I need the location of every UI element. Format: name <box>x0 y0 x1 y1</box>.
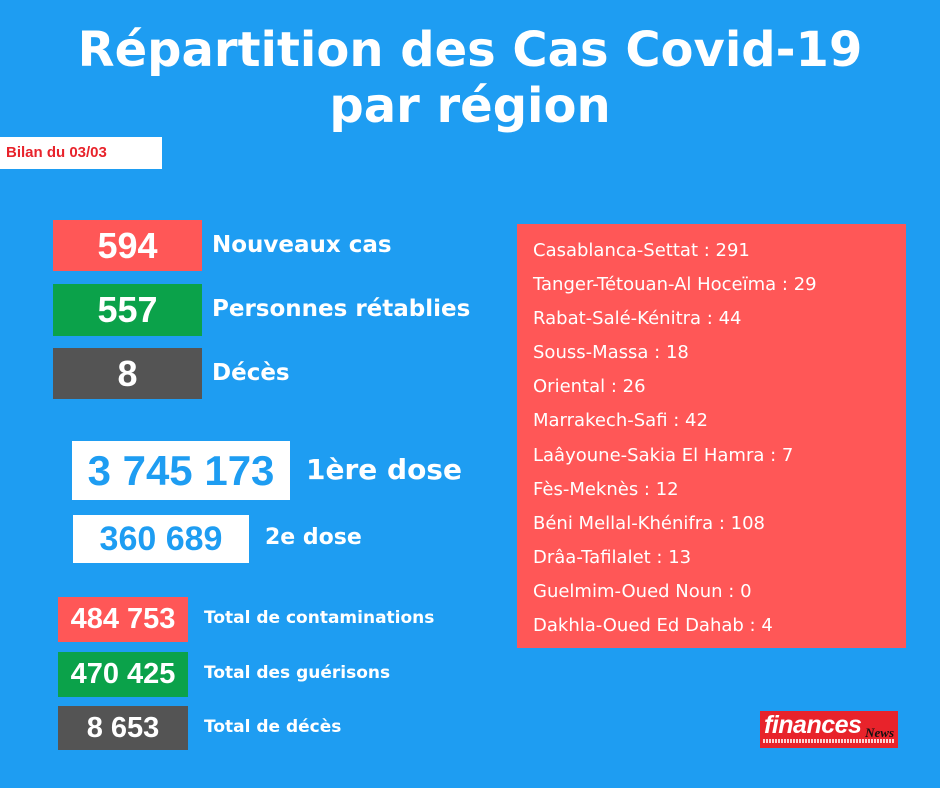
total-contaminations-value: 484 753 <box>58 597 188 642</box>
total-contaminations-label: Total de contaminations <box>204 608 435 628</box>
logo-main-text: finances <box>764 711 862 739</box>
title-line-2: par région <box>329 78 611 134</box>
logo-tagline-line <box>763 739 895 743</box>
recovered-label: Personnes rétablies <box>212 296 471 322</box>
deaths-label: Décès <box>212 360 290 386</box>
new-cases-value: 594 <box>53 220 202 271</box>
total-recoveries-label: Total des guérisons <box>204 663 391 683</box>
recovered-value: 557 <box>53 284 202 336</box>
region-item: Souss-Massa : 18 <box>533 342 689 364</box>
region-item: Tanger-Tétouan-Al Hoceïma : 29 <box>533 274 817 296</box>
regions-panel: Casablanca-Settat : 291 Tanger-Tétouan-A… <box>517 224 906 648</box>
region-item: Laâyoune-Sakia El Hamra : 7 <box>533 444 794 466</box>
region-item: Drâa-Tafilalet : 13 <box>533 546 692 568</box>
region-item: Guelmim-Oued Noun : 0 <box>533 580 752 602</box>
deaths-value: 8 <box>53 348 202 399</box>
region-item: Marrakech-Safi : 42 <box>533 410 708 432</box>
total-recoveries-value: 470 425 <box>58 652 188 697</box>
title-line-1: Répartition des Cas Covid-19 <box>77 22 863 78</box>
region-item: Fès-Meknès : 12 <box>533 478 679 500</box>
total-deaths-value: 8 653 <box>58 706 188 750</box>
finances-news-logo: finances News <box>760 711 898 748</box>
region-item: Béni Mellal-Khénifra : 108 <box>533 512 766 534</box>
region-item: Dakhla-Oued Ed Dahab : 4 <box>533 615 773 637</box>
first-dose-label: 1ère dose <box>306 453 462 486</box>
region-item: Rabat-Salé-Kénitra : 44 <box>533 308 742 330</box>
bilan-date-badge: Bilan du 03/03 <box>0 137 162 169</box>
region-item: Oriental : 26 <box>533 376 646 398</box>
region-item: Casablanca-Settat : 291 <box>533 240 750 261</box>
second-dose-label: 2e dose <box>265 525 362 550</box>
first-dose-value: 3 745 173 <box>72 441 290 500</box>
total-deaths-label: Total de décès <box>204 717 342 737</box>
second-dose-value: 360 689 <box>73 515 249 563</box>
page-title: Répartition des Cas Covid-19 par région <box>0 22 940 134</box>
new-cases-label: Nouveaux cas <box>212 232 392 258</box>
logo-news-text: News <box>865 725 894 740</box>
